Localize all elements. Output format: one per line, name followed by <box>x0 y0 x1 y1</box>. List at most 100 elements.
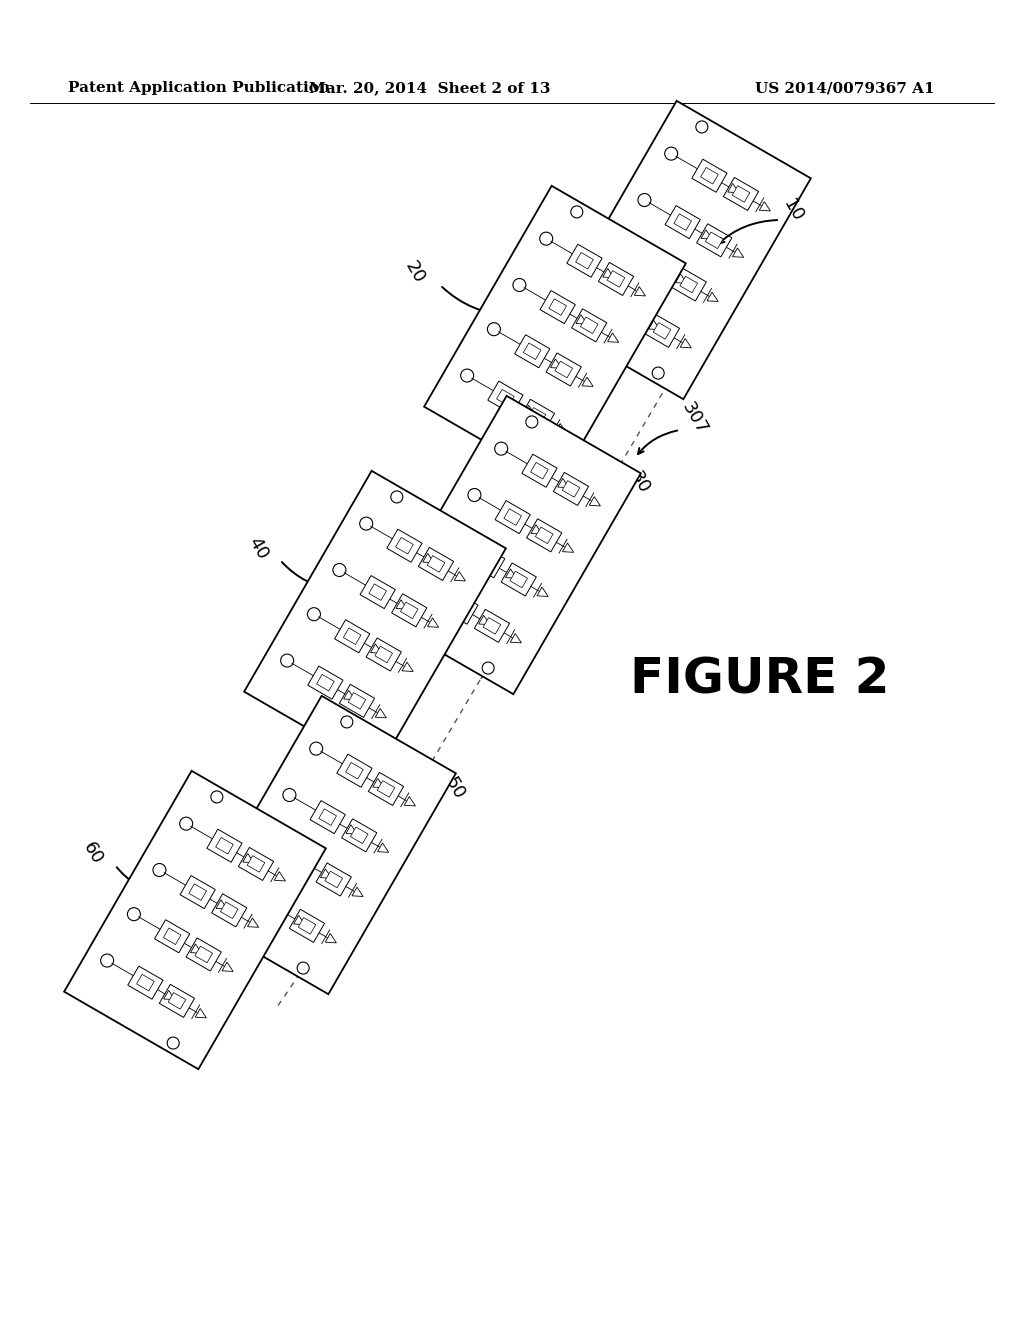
Circle shape <box>540 232 553 246</box>
Circle shape <box>696 121 708 133</box>
Polygon shape <box>180 875 215 908</box>
Text: 10: 10 <box>779 195 807 224</box>
Text: 30: 30 <box>627 467 653 496</box>
Polygon shape <box>404 796 416 807</box>
Polygon shape <box>474 610 510 643</box>
Polygon shape <box>571 309 607 342</box>
Circle shape <box>442 533 456 545</box>
Polygon shape <box>247 855 265 873</box>
Polygon shape <box>164 990 175 999</box>
Polygon shape <box>188 884 207 900</box>
Polygon shape <box>266 899 285 916</box>
Polygon shape <box>310 800 345 834</box>
Polygon shape <box>396 599 408 609</box>
Circle shape <box>127 908 140 920</box>
Polygon shape <box>293 853 311 870</box>
Polygon shape <box>375 647 392 663</box>
Circle shape <box>495 442 508 455</box>
Circle shape <box>570 206 583 218</box>
Polygon shape <box>308 667 343 700</box>
Polygon shape <box>350 828 368 843</box>
Polygon shape <box>495 500 530 533</box>
Polygon shape <box>239 847 273 880</box>
Circle shape <box>297 962 309 974</box>
Polygon shape <box>335 620 370 653</box>
Polygon shape <box>155 920 189 953</box>
Polygon shape <box>640 249 675 282</box>
Polygon shape <box>360 576 395 609</box>
Polygon shape <box>701 230 712 239</box>
Polygon shape <box>506 569 517 578</box>
Polygon shape <box>470 545 505 578</box>
Polygon shape <box>575 252 593 269</box>
Polygon shape <box>680 338 691 348</box>
Polygon shape <box>419 548 454 581</box>
Polygon shape <box>248 917 259 928</box>
Polygon shape <box>523 405 535 414</box>
Text: FIGURE 2: FIGURE 2 <box>630 656 890 704</box>
Polygon shape <box>501 562 537 597</box>
Polygon shape <box>337 754 372 787</box>
Polygon shape <box>526 519 562 552</box>
Polygon shape <box>692 160 727 193</box>
Polygon shape <box>522 454 557 487</box>
Polygon shape <box>244 471 506 770</box>
Polygon shape <box>348 693 366 709</box>
Polygon shape <box>375 709 386 718</box>
Polygon shape <box>352 887 364 896</box>
Circle shape <box>638 194 651 206</box>
Circle shape <box>333 564 346 577</box>
Polygon shape <box>514 335 550 368</box>
Polygon shape <box>274 871 286 880</box>
Polygon shape <box>220 902 238 919</box>
Text: 40: 40 <box>245 533 271 562</box>
Polygon shape <box>536 527 553 544</box>
Polygon shape <box>555 424 566 433</box>
Polygon shape <box>537 587 548 597</box>
Polygon shape <box>346 763 364 779</box>
Polygon shape <box>190 944 202 953</box>
Polygon shape <box>582 378 593 387</box>
Polygon shape <box>316 675 334 690</box>
Circle shape <box>527 451 540 465</box>
Polygon shape <box>648 321 659 330</box>
Polygon shape <box>528 408 546 424</box>
Polygon shape <box>644 314 680 347</box>
Polygon shape <box>318 809 337 825</box>
Polygon shape <box>581 317 598 334</box>
Circle shape <box>513 279 526 292</box>
Polygon shape <box>531 525 542 535</box>
Polygon shape <box>285 845 319 878</box>
Circle shape <box>652 367 665 379</box>
Polygon shape <box>732 186 750 202</box>
Polygon shape <box>558 478 569 487</box>
Polygon shape <box>258 891 293 924</box>
Polygon shape <box>546 352 582 385</box>
Polygon shape <box>346 825 357 834</box>
Polygon shape <box>442 591 478 624</box>
Polygon shape <box>680 276 697 293</box>
Polygon shape <box>707 292 718 301</box>
Polygon shape <box>316 863 351 896</box>
Polygon shape <box>575 314 587 325</box>
Polygon shape <box>377 780 395 797</box>
Polygon shape <box>589 496 600 506</box>
Polygon shape <box>653 322 671 339</box>
Polygon shape <box>728 183 739 193</box>
Text: 20: 20 <box>401 257 428 286</box>
Polygon shape <box>700 168 718 183</box>
Polygon shape <box>523 343 541 359</box>
Polygon shape <box>400 602 418 619</box>
Polygon shape <box>598 263 634 296</box>
Polygon shape <box>424 186 686 484</box>
Polygon shape <box>168 993 185 1008</box>
Polygon shape <box>427 556 444 572</box>
Circle shape <box>307 607 321 620</box>
Circle shape <box>359 517 373 531</box>
Circle shape <box>341 715 353 727</box>
Polygon shape <box>369 583 386 601</box>
Polygon shape <box>371 644 382 653</box>
Polygon shape <box>607 333 618 342</box>
Polygon shape <box>196 1008 207 1018</box>
Polygon shape <box>342 818 377 851</box>
